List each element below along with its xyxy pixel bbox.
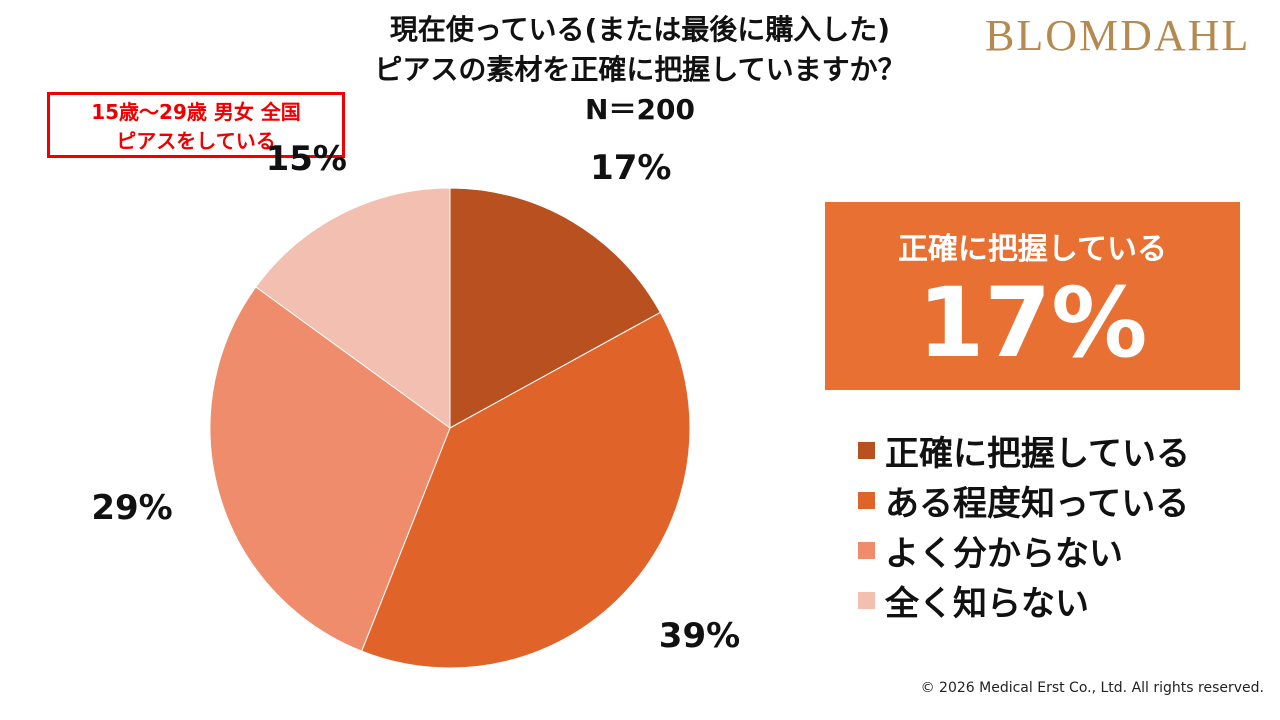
pie-slice — [449, 187, 661, 429]
pie-data-label: 15% — [265, 139, 347, 180]
legend-swatch — [858, 541, 875, 559]
legend-label: 正確に把握している — [885, 433, 1190, 474]
pie-data-label: 29% — [91, 487, 173, 528]
legend-label: 全く知らない — [885, 583, 1089, 624]
pie-slice — [255, 187, 451, 429]
legend-item: よく分からない — [858, 525, 1190, 575]
pie-data-label: 39% — [658, 616, 741, 657]
sample-line-1: 15歳～29歳 男女 全国 — [91, 100, 301, 124]
sample-size: N＝200 — [585, 93, 695, 126]
highlight-callout: 正確に把握している 17% — [825, 202, 1240, 390]
legend-item: 正確に把握している — [858, 425, 1190, 475]
sample-description-box: 15歳～29歳 男女 全国 ピアスをしている — [47, 92, 345, 158]
legend-label: よく分からない — [885, 533, 1123, 574]
title-line-2: ピアスの素材を正確に把握していますか？ — [374, 53, 906, 86]
pie-data-label: 17% — [590, 147, 672, 188]
chart-title: 現在使っている(または最後に購入した) ピアスの素材を正確に把握していますか？ … — [290, 10, 990, 130]
pie-slice — [361, 311, 691, 669]
title-line-1: 現在使っている(または最後に購入した) — [389, 13, 891, 46]
pie-slice — [209, 286, 451, 652]
sample-line-2: ピアスをしている — [116, 129, 276, 153]
callout-label: 正確に把握している — [897, 232, 1168, 267]
legend-item: 全く知らない — [858, 575, 1190, 625]
legend-swatch — [858, 491, 875, 509]
brand-logo: BLOMDAHL — [985, 11, 1251, 60]
legend-swatch — [858, 441, 875, 459]
legend-swatch — [858, 591, 875, 609]
legend: 正確に把握している ある程度知っている よく分からない 全く知らない — [858, 425, 1190, 625]
callout-value: 17% — [917, 267, 1148, 379]
copyright: © 2026 Medical Erst Co., Ltd. All rights… — [920, 680, 1264, 696]
legend-label: ある程度知っている — [885, 483, 1190, 524]
legend-item: ある程度知っている — [858, 475, 1190, 525]
